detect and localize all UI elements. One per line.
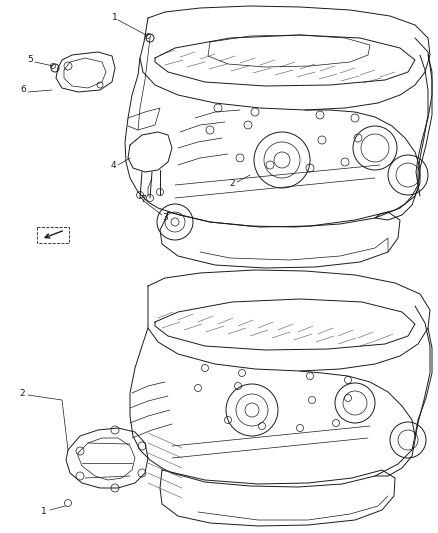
Text: 3: 3 — [162, 214, 168, 222]
Text: 5: 5 — [27, 55, 33, 64]
Text: 6: 6 — [20, 85, 26, 94]
Text: 4: 4 — [110, 160, 116, 169]
Text: 7: 7 — [140, 196, 146, 205]
Text: 2: 2 — [19, 389, 25, 398]
Text: 2: 2 — [229, 180, 235, 189]
Text: 1: 1 — [112, 13, 118, 22]
Text: 1: 1 — [41, 507, 47, 516]
